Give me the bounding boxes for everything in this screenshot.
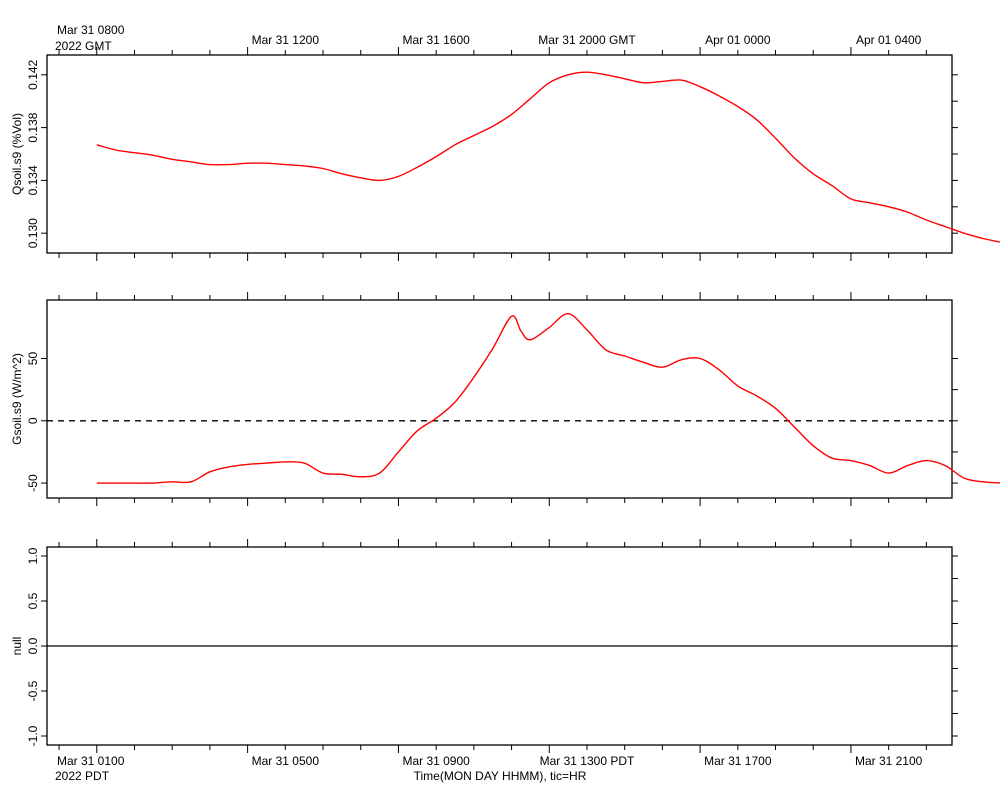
y-tick-label: -50 <box>26 474 40 492</box>
bottom-axis-label: Mar 31 0900 <box>402 754 470 768</box>
bottom-axis-label: Mar 31 0100 <box>57 754 125 768</box>
top-axis-label: Apr 01 0400 <box>856 33 922 47</box>
top-axis-label: Mar 31 1200 <box>252 33 320 47</box>
panel-null: -1.0 -0.5 0.0 0.5 1.0 null <box>10 539 958 753</box>
y-tick-label: 0 <box>26 417 40 424</box>
y-tick-label: 0.130 <box>26 218 40 248</box>
y-tick-label: 0.138 <box>26 112 40 142</box>
y-tick-label: 50 <box>26 352 40 366</box>
bottom-axis-label: Mar 31 0500 <box>252 754 320 768</box>
bottom-axis-title: Time(MON DAY HHMM), tic=HR <box>414 769 587 783</box>
top-axis-labels: Mar 31 1200 Mar 31 1600 Mar 31 2000 GMT Apr… <box>252 33 922 47</box>
y-tick-label: -1.0 <box>26 725 40 746</box>
bottom-axis-labels: Mar 31 0100 Mar 31 0500 Mar 31 0900 Mar 31 … <box>57 754 923 768</box>
bottom-axis-year-label: 2022 PDT <box>55 769 110 783</box>
series-line <box>96 313 1000 484</box>
top-axis-label: Mar 31 2000 GMT <box>538 33 636 47</box>
bottom-axis-label: Mar 31 1700 <box>704 754 772 768</box>
series-line <box>96 71 1000 243</box>
y-tick-label: 0.134 <box>26 165 40 195</box>
top-axis-year-label: 2022 GMT <box>55 39 112 53</box>
top-axis-label: Apr 01 0000 <box>705 33 771 47</box>
bottom-axis-label: Mar 31 2100 <box>855 754 923 768</box>
top-axis-first-label: Mar 31 0800 <box>57 23 125 37</box>
y-axis-label: Qsoil.s9 (%Vol) <box>10 113 24 195</box>
y-axis-label: Gsoil.s9 (W/m^2) <box>10 353 24 445</box>
y-tick-label: 1.0 <box>26 547 40 564</box>
y-tick-label: 0.5 <box>26 592 40 609</box>
y-axis-label: null <box>10 637 24 656</box>
y-tick-label: 0.0 <box>26 637 40 654</box>
y-tick-label: 0.142 <box>26 59 40 89</box>
top-axis-label: Mar 31 1600 <box>402 33 470 47</box>
y-tick-label: -0.5 <box>26 680 40 701</box>
bottom-axis-label: Mar 31 1300 PDT <box>540 754 635 768</box>
panel-qsoil: 0.130 0.134 0.138 0.142 Qsoil.s9 (%Vol) <box>10 47 1000 261</box>
plot-frame <box>46 299 953 499</box>
plot-frame <box>46 54 953 254</box>
